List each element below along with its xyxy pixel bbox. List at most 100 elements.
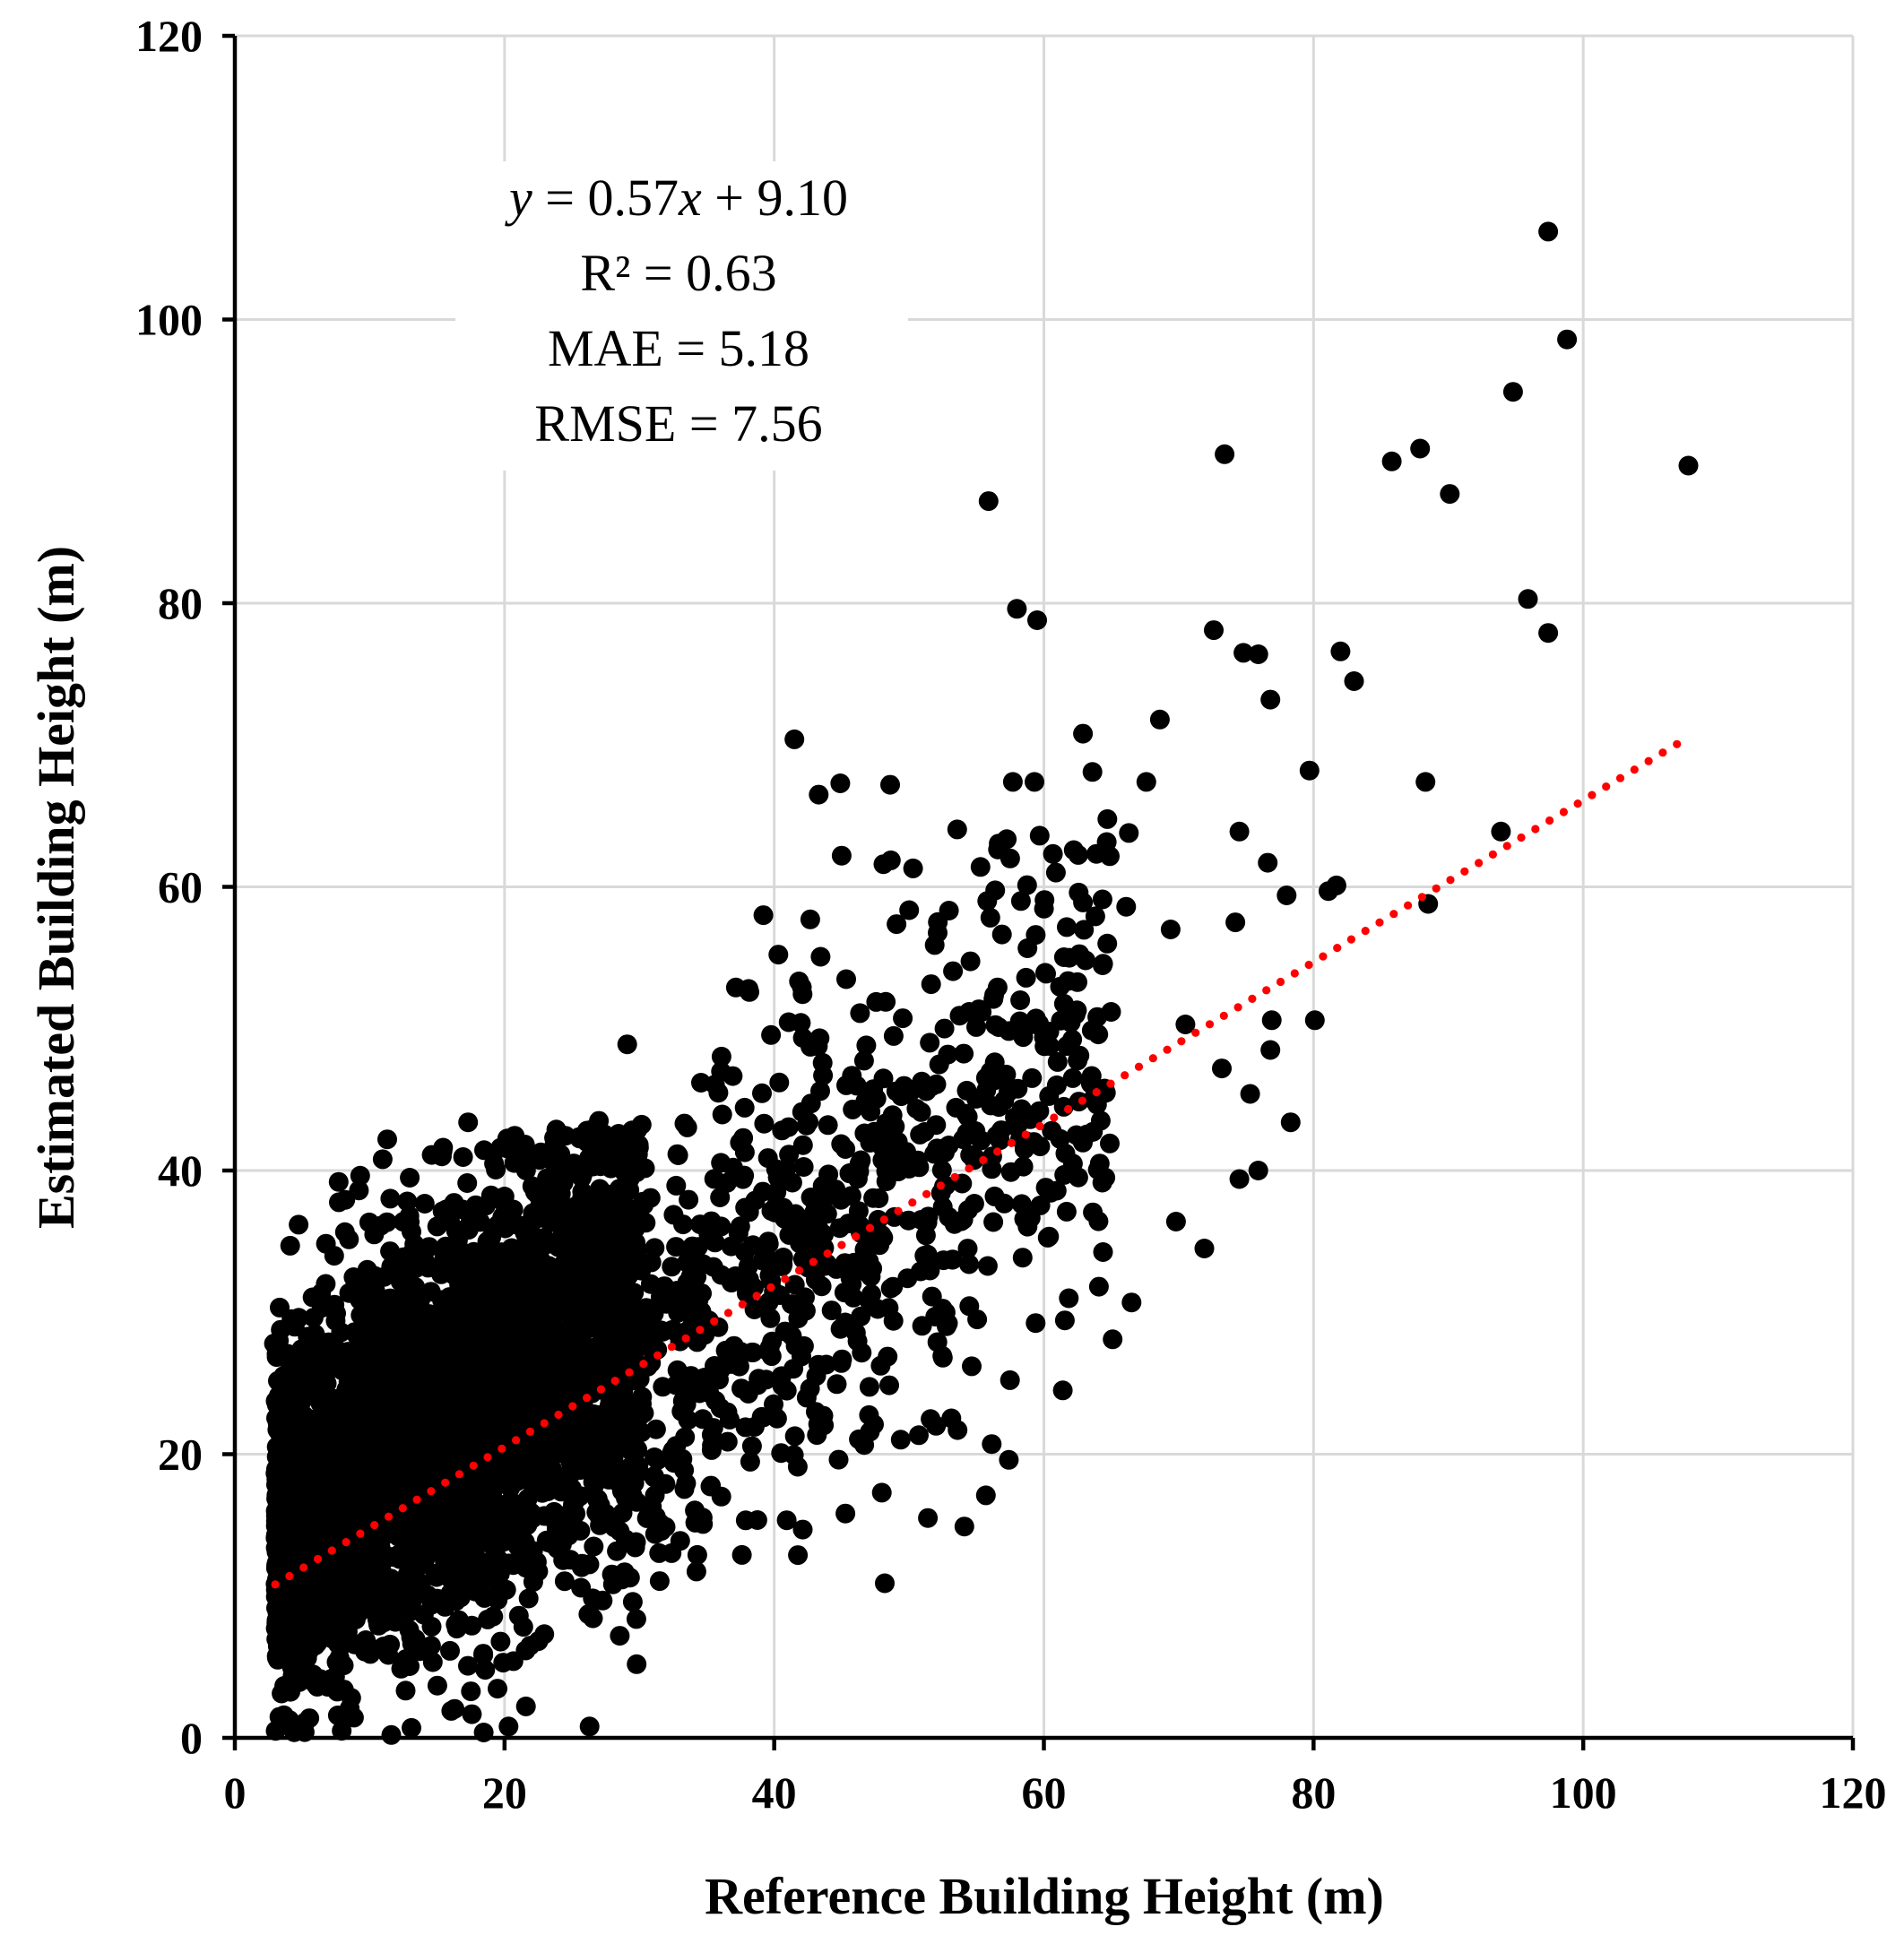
data-point: [744, 1300, 765, 1319]
data-point: [545, 1444, 566, 1464]
data-point: [368, 1469, 389, 1490]
data-point: [634, 1403, 654, 1423]
trendline-dot: [398, 1504, 407, 1513]
data-point: [677, 1273, 697, 1293]
data-point: [1034, 1027, 1054, 1048]
trendline-dot: [993, 1147, 1002, 1156]
data-point: [463, 1533, 483, 1553]
data-point: [528, 1449, 549, 1470]
data-point: [563, 1494, 583, 1515]
data-point: [473, 1554, 494, 1575]
data-point: [796, 1387, 817, 1408]
data-point: [784, 1426, 805, 1447]
trendline-dot: [483, 1453, 492, 1462]
data-point: [926, 1415, 947, 1436]
data-point: [917, 1244, 938, 1265]
data-point: [738, 1256, 758, 1276]
data-point: [457, 1173, 478, 1193]
data-point: [264, 1334, 284, 1354]
data-point: [410, 1290, 430, 1310]
data-point: [754, 1113, 775, 1134]
data-point: [871, 1482, 892, 1503]
data-point: [931, 1160, 952, 1180]
data-point: [435, 1512, 455, 1533]
data-point: [668, 1302, 688, 1323]
trendline-dot: [1361, 927, 1370, 936]
data-point: [810, 946, 831, 967]
data-point: [1518, 589, 1538, 609]
data-point: [674, 1113, 695, 1134]
data-point: [1008, 1114, 1028, 1135]
data-point: [307, 1427, 327, 1447]
data-point: [434, 1365, 454, 1386]
data-point: [596, 1461, 617, 1482]
data-point: [380, 1598, 401, 1619]
data-point: [861, 1266, 881, 1287]
data-point: [989, 1017, 1008, 1037]
x-tick-label: 0: [224, 1767, 247, 1818]
data-point: [859, 1251, 879, 1272]
data-point: [966, 1016, 986, 1037]
data-point: [380, 1188, 401, 1209]
data-point: [1136, 772, 1156, 792]
data-point: [467, 1270, 488, 1291]
data-point: [555, 1126, 576, 1146]
data-point: [372, 1149, 393, 1170]
data-point: [271, 1641, 291, 1662]
trendline-dot: [1319, 952, 1328, 961]
trendline-dot: [1035, 1121, 1044, 1131]
data-point: [510, 1215, 531, 1236]
data-point: [879, 1375, 899, 1395]
data-point: [421, 1349, 442, 1369]
data-point: [525, 1340, 546, 1361]
trendline-dot: [1460, 867, 1469, 876]
data-point: [812, 1052, 833, 1073]
trendline-dot: [1304, 960, 1313, 970]
trendline-dot: [313, 1554, 323, 1564]
data-point: [673, 1214, 693, 1235]
data-point: [1103, 1329, 1123, 1350]
trendline-dot: [965, 1164, 974, 1173]
data-point: [358, 1546, 378, 1567]
data-point: [575, 1299, 595, 1319]
y-axis-title: Estimated Building Height (m): [27, 546, 85, 1229]
data-point: [490, 1137, 511, 1158]
data-point: [800, 909, 820, 929]
data-point: [461, 1681, 481, 1702]
data-point: [751, 1406, 772, 1427]
data-point: [829, 1218, 850, 1239]
data-point: [983, 1212, 1004, 1232]
data-point: [330, 1430, 351, 1450]
data-point: [541, 1506, 560, 1526]
data-point: [788, 1309, 809, 1328]
data-point: [1097, 933, 1118, 954]
data-point: [542, 1465, 563, 1485]
data-point: [556, 1273, 576, 1293]
data-point: [830, 1318, 851, 1339]
data-point: [901, 1081, 921, 1102]
data-point: [400, 1168, 420, 1188]
trendline-dot: [823, 1249, 832, 1258]
data-point: [773, 1248, 793, 1267]
data-point: [1260, 1040, 1281, 1060]
trendline-dot: [1432, 884, 1441, 893]
data-point: [617, 1490, 637, 1510]
data-point: [508, 1605, 529, 1626]
data-point: [962, 1356, 982, 1377]
data-point: [507, 1342, 527, 1362]
data-point: [851, 1306, 871, 1326]
data-point: [1678, 455, 1699, 476]
data-point: [490, 1631, 511, 1652]
data-point: [723, 1157, 743, 1178]
data-point: [846, 1076, 867, 1096]
trendline-dot: [285, 1571, 294, 1581]
data-point: [893, 1008, 913, 1029]
data-point: [297, 1459, 317, 1479]
trendline-dot: [342, 1538, 351, 1547]
data-point: [315, 1516, 335, 1536]
data-point: [1415, 772, 1436, 792]
data-point: [498, 1474, 519, 1495]
data-point: [1304, 1010, 1325, 1031]
data-point: [448, 1290, 468, 1310]
data-point: [761, 1201, 782, 1222]
